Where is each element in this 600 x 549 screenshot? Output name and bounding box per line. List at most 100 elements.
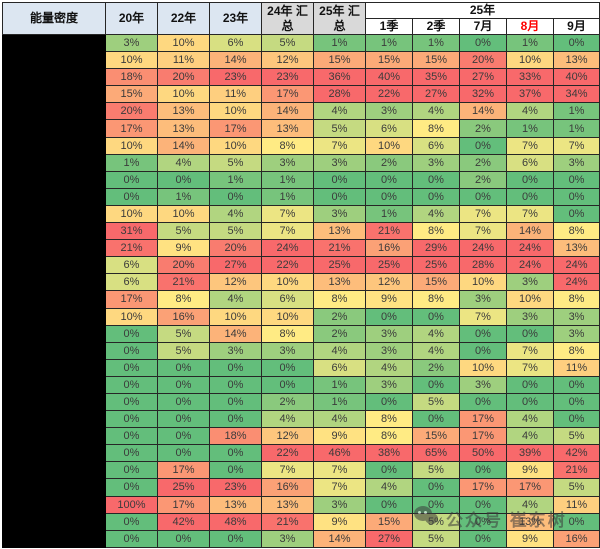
redacted-row-label [2,119,106,138]
redacted-row-label [2,427,106,446]
table-row: 6% 20% 27% 22% 25% 25% 25% 28% 24% 24% [2,256,600,275]
heatmap-cell: 0% [412,410,460,429]
col-header-24-summary: 24年 汇总 [261,2,314,35]
heatmap-cell: 13% [313,222,366,241]
heatmap-cell: 24% [552,273,600,292]
heatmap-cell: 2% [459,170,507,189]
heatmap-cell: 17% [459,410,507,429]
heatmap-cell: 7% [552,136,600,155]
heatmap-cell: 7% [313,478,366,497]
heatmap-cell: 33% [506,68,554,87]
heatmap-cell: 37% [506,85,554,104]
heatmap-cell: 8% [552,341,600,360]
heatmap-cell: 15% [105,85,158,104]
heatmap-cell: 10% [365,136,413,155]
redacted-row-label [2,307,106,326]
heatmap-cell: 29% [412,239,460,258]
table-row: 18% 20% 23% 23% 36% 40% 35% 27% 33% 40% [2,68,600,87]
redacted-row-label [2,51,106,70]
heatmap-cell: 10% [459,358,507,377]
heatmap-cell: 16% [365,239,413,258]
header-row-2: 1季 2季 7月 8月 9月 [3,18,600,35]
heatmap-cell: 46% [313,444,366,463]
table-row: 3% 10% 6% 5% 1% 1% 1% 0% 1% 0% [2,33,600,53]
heatmap-cell: 0% [313,187,366,206]
heatmap-cell: 0% [365,495,413,514]
heatmap-cell: 21% [365,222,413,241]
heatmap-cell: 16% [552,529,600,549]
heatmap-cell: 6% [105,256,158,275]
heatmap-cell: 0% [552,512,600,531]
heatmap-cell: 65% [412,444,460,463]
heatmap-cell: 27% [459,68,507,87]
heatmap-cell: 17% [459,427,507,446]
table-row: 0% 5% 3% 3% 4% 3% 4% 0% 7% 8% [2,341,600,360]
heatmap-cell: 0% [459,392,507,412]
table-row: 15% 10% 11% 17% 28% 22% 27% 32% 37% 34% [2,85,600,104]
table-row: 0% 5% 14% 8% 2% 3% 4% 0% 0% 3% [2,324,600,343]
table-row: 1% 4% 5% 3% 3% 2% 3% 2% 6% 3% [2,153,600,172]
heatmap-cell: 0% [365,307,413,326]
heatmap-cell: 5% [412,512,460,531]
heatmap-cell: 0% [105,375,158,394]
heatmap-cell: 14% [261,102,314,121]
heatmap-cell: 4% [157,153,210,172]
heatmap-cell: 7% [506,358,554,377]
redacted-row-label [2,153,106,172]
heatmap-cell: 0% [552,392,600,412]
heatmap-cell: 7% [261,222,314,241]
heatmap-cell: 15% [365,51,413,70]
heatmap-cell: 50% [459,444,507,463]
redacted-row-label [2,68,106,87]
heatmap-cell: 10% [105,204,158,224]
heatmap-cell: 8% [412,222,460,241]
heatmap-cell: 10% [105,51,158,70]
heatmap-cell: 35% [412,68,460,87]
heatmap-cell: 0% [157,410,210,429]
heatmap-cell: 4% [412,324,460,343]
heatmap-cell: 6% [412,136,460,155]
heatmap-cell: 5% [412,529,460,549]
redacted-row-label [2,256,106,275]
heatmap-cell: 4% [261,410,314,429]
heatmap-cell: 8% [365,427,413,446]
heatmap-cell: 6% [506,153,554,172]
heatmap-cell: 15% [313,51,366,70]
table-row: 0% 0% 0% 0% 6% 4% 2% 10% 7% 11% [2,358,600,377]
heatmap-cell: 15% [412,427,460,446]
heatmap-cell: 17% [506,478,554,497]
heatmap-cell: 0% [209,358,262,377]
heatmap-cell: 0% [209,392,262,412]
table-row: 0% 0% 0% 0% 1% 3% 0% 3% 0% 0% [2,375,600,394]
col-header-month: 7月 [459,18,507,35]
table-row: 6% 21% 12% 10% 13% 12% 15% 10% 3% 24% [2,273,600,292]
heatmap-cell: 5% [313,119,366,138]
heatmap-cell: 0% [459,495,507,514]
heatmap-cell: 0% [105,427,158,446]
heatmap-cell: 3% [506,307,554,326]
heatmap-cell: 1% [261,170,314,189]
redacted-row-label [2,529,106,549]
heatmap-cell: 2% [459,119,507,138]
heatmap-cell: 7% [506,204,554,224]
heatmap-cell: 12% [261,51,314,70]
header-row-1: 能量密度 20年 22年 23年 24年 汇总 25年 汇总 25年 [2,2,600,35]
heatmap-cell: 0% [157,392,210,412]
heatmap-cell: 8% [412,290,460,309]
heatmap-cell: 10% [459,273,507,292]
heatmap-cell: 9% [506,529,554,549]
col-header-year-22: 22年 [157,2,210,35]
heatmap-cell: 40% [552,68,600,87]
col-header-month: 9月 [552,18,600,35]
heatmap-cell: 7% [506,341,554,360]
redacted-row-label [2,478,106,497]
heatmap-cell: 20% [157,256,210,275]
heatmap-cell: 0% [209,461,262,480]
heatmap-cell: 100% [105,495,158,514]
heatmap-cell: 7% [459,204,507,224]
heatmap-cell: 11% [552,495,600,514]
col-header-25-summary: 25年 汇总 [313,2,366,35]
heatmap-cell: 31% [105,222,158,241]
heatmap-cell: 4% [506,427,554,446]
heatmap-cell: 1% [313,392,366,412]
